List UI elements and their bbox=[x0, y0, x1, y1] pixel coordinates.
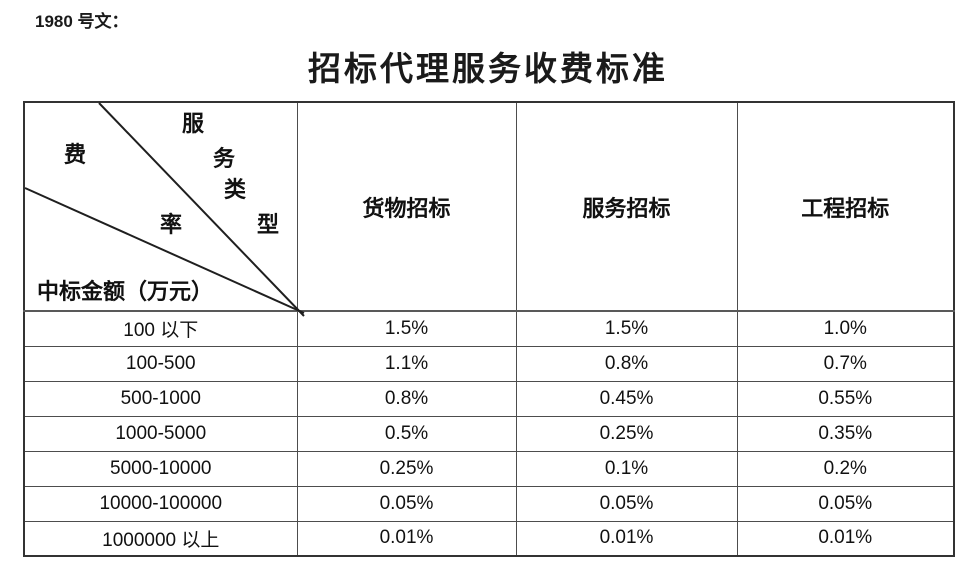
amount-range-cell: 1000-5000 bbox=[23, 415, 298, 452]
fee-standard-table: 服 务 类 型 费 率 中标金额（万元） 货物招标 服务招标 工程招标 bbox=[23, 101, 955, 557]
amount-range-cell: 100-500 bbox=[23, 345, 298, 382]
rate-cell-service: 0.25% bbox=[515, 415, 738, 452]
corner-amount-axis-label: 中标金额（万元） bbox=[37, 279, 214, 304]
table-row: 1000000 以上 0.01% 0.01% 0.01% bbox=[23, 520, 955, 557]
table-row: 5000-10000 0.25% 0.1% 0.2% bbox=[23, 450, 955, 487]
column-header-goods-bidding: 货物招标 bbox=[296, 101, 517, 312]
rate-cell-goods: 0.8% bbox=[296, 380, 517, 417]
rate-cell-goods: 0.5% bbox=[296, 415, 517, 452]
amount-range-cell: 1000000 以上 bbox=[23, 520, 298, 557]
corner-service-type-char: 服 bbox=[182, 111, 205, 136]
corner-service-type-char: 型 bbox=[257, 212, 280, 237]
rate-cell-works: 0.2% bbox=[736, 450, 955, 487]
rate-cell-goods: 0.05% bbox=[296, 485, 517, 522]
amount-range-cell: 500-1000 bbox=[23, 380, 298, 417]
table-row: 100 以下 1.5% 1.5% 1.0% bbox=[23, 310, 955, 347]
rate-cell-works: 0.01% bbox=[736, 520, 955, 557]
rate-cell-service: 0.05% bbox=[515, 485, 738, 522]
rate-cell-service: 0.01% bbox=[515, 520, 738, 557]
rate-cell-goods: 1.5% bbox=[296, 310, 517, 347]
table-row: 100-500 1.1% 0.8% 0.7% bbox=[23, 345, 955, 382]
document-ref-label: 1980 号文： bbox=[35, 12, 129, 31]
column-header-works-bidding: 工程招标 bbox=[736, 101, 955, 312]
rate-cell-works: 0.35% bbox=[736, 415, 955, 452]
table-row: 500-1000 0.8% 0.45% 0.55% bbox=[23, 380, 955, 417]
rate-cell-works: 0.05% bbox=[736, 485, 955, 522]
rate-cell-service: 1.5% bbox=[515, 310, 738, 347]
rate-cell-works: 0.7% bbox=[736, 345, 955, 382]
rate-cell-goods: 1.1% bbox=[296, 345, 517, 382]
corner-fee-rate-char: 费 bbox=[64, 142, 87, 167]
page-title: 招标代理服务收费标准 bbox=[308, 52, 668, 88]
corner-service-type-char: 类 bbox=[224, 177, 247, 202]
rate-cell-works: 0.55% bbox=[736, 380, 955, 417]
corner-service-type-char: 务 bbox=[213, 146, 236, 171]
table-row: 1000-5000 0.5% 0.25% 0.35% bbox=[23, 415, 955, 452]
diagonal-split-lines-icon bbox=[24, 102, 305, 317]
column-header-service-bidding: 服务招标 bbox=[515, 101, 738, 312]
rate-cell-service: 0.45% bbox=[515, 380, 738, 417]
diagonal-header: 服 务 类 型 费 率 中标金额（万元） bbox=[24, 102, 305, 317]
rate-cell-service: 0.8% bbox=[515, 345, 738, 382]
rate-cell-goods: 0.25% bbox=[296, 450, 517, 487]
rate-cell-service: 0.1% bbox=[515, 450, 738, 487]
table-row: 10000-100000 0.05% 0.05% 0.05% bbox=[23, 485, 955, 522]
corner-fee-rate-char: 率 bbox=[160, 212, 183, 237]
rate-cell-goods: 0.01% bbox=[296, 520, 517, 557]
amount-range-cell: 100 以下 bbox=[23, 310, 298, 347]
amount-range-cell: 5000-10000 bbox=[23, 450, 298, 487]
rate-cell-works: 1.0% bbox=[736, 310, 955, 347]
amount-range-cell: 10000-100000 bbox=[23, 485, 298, 522]
fee-table: 服 务 类 型 费 率 中标金额（万元） 货物招标 服务招标 工程招标 bbox=[23, 101, 955, 557]
table-header-row: 服 务 类 型 费 率 中标金额（万元） 货物招标 服务招标 工程招标 bbox=[23, 101, 955, 317]
table-corner-cell: 服 务 类 型 费 率 中标金额（万元） bbox=[23, 101, 305, 317]
